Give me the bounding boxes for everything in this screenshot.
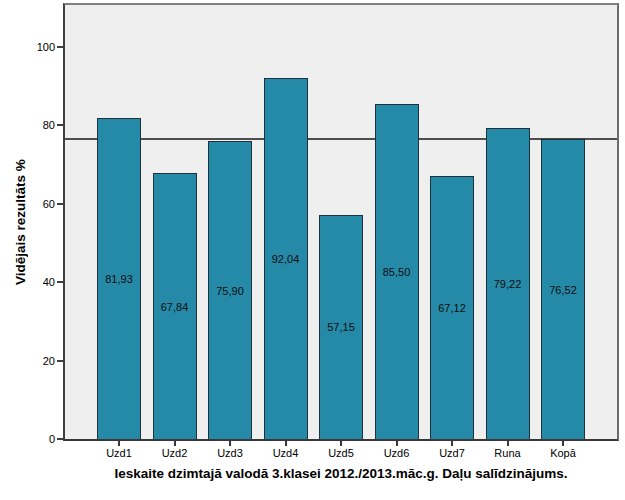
bars-container: 81,93 67,84 75,90 92,04 57,15 85,50 67,12 79,22…	[65, 5, 617, 439]
x-tick-mark	[118, 441, 120, 446]
bar-value-label: 67,12	[438, 302, 466, 314]
bar-uzd3: 75,90	[208, 141, 252, 439]
bar-chart: Vidējais rezultāts % 0 20 40 60 80 100 81,93 6…	[0, 0, 625, 500]
bar-kopā: 76,52	[541, 139, 585, 439]
bar-value-label: 57,15	[327, 321, 355, 333]
y-tick-label: 20	[0, 354, 55, 368]
bar-value-label: 79,22	[494, 278, 522, 290]
y-axis-title: Vidējais rezultāts %	[10, 3, 30, 441]
bar-value-label: 85,50	[383, 266, 411, 278]
bar-value-label: 75,90	[216, 285, 244, 297]
y-tick-label: 0	[0, 432, 55, 446]
x-tick-label-uzd2: Uzd2	[145, 447, 205, 459]
x-tick-label-kopā: Kopā	[533, 447, 593, 459]
x-tick-label-uzd1: Uzd1	[89, 447, 149, 459]
x-tick-mark	[562, 441, 564, 446]
x-tick-label-uzd7: Uzd7	[422, 447, 482, 459]
y-tick-label: 100	[0, 40, 55, 54]
y-tick-label: 80	[0, 118, 55, 132]
chart-caption: Ieskaite dzimtajā valodā 3.klasei 2012./…	[63, 466, 619, 481]
bar-value-label: 67,84	[161, 301, 189, 313]
x-tick-label-uzd6: Uzd6	[367, 447, 427, 459]
x-tick-mark	[340, 441, 342, 446]
bar-uzd6: 85,50	[375, 104, 419, 439]
x-tick-mark	[285, 441, 287, 446]
x-tick-mark	[396, 441, 398, 446]
bar-value-label: 76,52	[549, 284, 577, 296]
plot-area: 81,93 67,84 75,90 92,04 57,15 85,50 67,12 79,22…	[63, 3, 619, 441]
bar-value-label: 92,04	[272, 253, 300, 265]
y-tick-label: 40	[0, 275, 55, 289]
x-tick-mark	[229, 441, 231, 446]
bar-uzd5: 57,15	[319, 215, 363, 439]
bar-value-label: 81,93	[105, 273, 133, 285]
x-tick-mark	[174, 441, 176, 446]
bar-uzd7: 67,12	[430, 176, 474, 439]
x-tick-label-uzd4: Uzd4	[256, 447, 316, 459]
bar-runa: 79,22	[486, 128, 530, 439]
x-tick-label-uzd5: Uzd5	[311, 447, 371, 459]
x-tick-mark	[507, 441, 509, 446]
x-tick-label-runa: Runa	[478, 447, 538, 459]
bar-uzd1: 81,93	[97, 118, 141, 439]
y-tick-label: 60	[0, 197, 55, 211]
x-tick-label-uzd3: Uzd3	[200, 447, 260, 459]
x-tick-mark	[451, 441, 453, 446]
bar-uzd4: 92,04	[264, 78, 308, 439]
bar-uzd2: 67,84	[153, 173, 197, 439]
